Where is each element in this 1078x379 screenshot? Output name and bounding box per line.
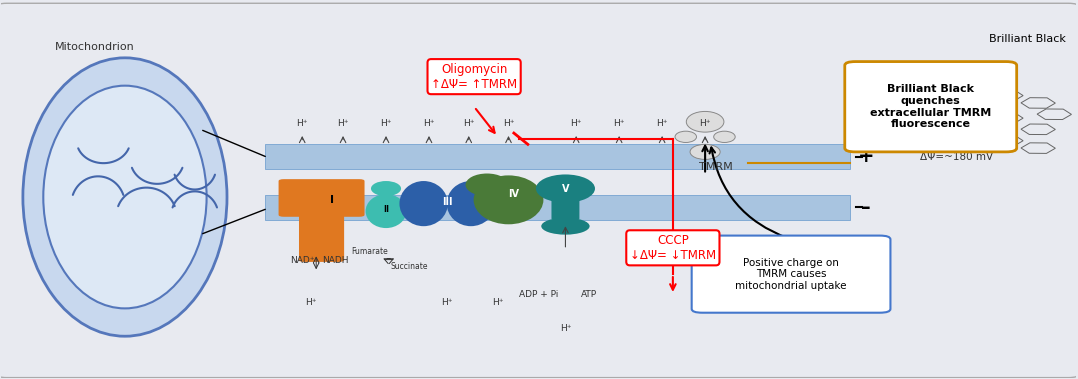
Text: H⁺: H⁺ xyxy=(613,119,625,128)
Text: NADH: NADH xyxy=(322,257,349,265)
FancyBboxPatch shape xyxy=(264,195,851,219)
Text: Brilliant Black
quenches
extracellular TMRM
fluorescence: Brilliant Black quenches extracellular T… xyxy=(870,85,992,129)
Text: TMRM: TMRM xyxy=(699,162,733,172)
FancyBboxPatch shape xyxy=(278,179,364,217)
Ellipse shape xyxy=(466,174,509,196)
Text: Positive charge on
TMRM causes
mitochondrial uptake: Positive charge on TMRM causes mitochond… xyxy=(735,258,847,291)
Text: H⁺: H⁺ xyxy=(559,324,571,333)
FancyBboxPatch shape xyxy=(0,3,1078,377)
Text: H⁺: H⁺ xyxy=(462,119,474,128)
Ellipse shape xyxy=(400,181,447,226)
Text: I: I xyxy=(330,195,334,205)
Ellipse shape xyxy=(43,86,207,309)
Ellipse shape xyxy=(371,181,401,196)
Text: H⁺: H⁺ xyxy=(424,119,434,128)
Text: H⁺: H⁺ xyxy=(442,298,453,307)
FancyBboxPatch shape xyxy=(552,184,579,220)
Text: H⁺: H⁺ xyxy=(570,119,582,128)
Text: H⁺: H⁺ xyxy=(337,119,349,128)
Text: Succinate: Succinate xyxy=(391,262,428,271)
FancyBboxPatch shape xyxy=(845,61,1017,152)
Text: H⁺: H⁺ xyxy=(296,119,308,128)
Ellipse shape xyxy=(675,131,696,143)
FancyBboxPatch shape xyxy=(692,236,890,313)
Text: CCCP
↓ΔΨ= ↓TMRM: CCCP ↓ΔΨ= ↓TMRM xyxy=(630,234,716,262)
Text: H⁺: H⁺ xyxy=(305,298,317,307)
FancyBboxPatch shape xyxy=(264,144,851,169)
Text: H⁺: H⁺ xyxy=(381,119,391,128)
Text: +: + xyxy=(858,147,874,166)
Text: ADP + Pi: ADP + Pi xyxy=(519,290,558,299)
Ellipse shape xyxy=(23,58,227,336)
Text: IV: IV xyxy=(509,189,520,199)
Text: ATP: ATP xyxy=(581,290,597,299)
Text: Mitochondrion: Mitochondrion xyxy=(55,42,135,52)
Ellipse shape xyxy=(536,174,595,203)
Text: Brilliant Black: Brilliant Black xyxy=(989,34,1066,44)
Ellipse shape xyxy=(687,111,724,132)
Ellipse shape xyxy=(541,218,590,235)
Ellipse shape xyxy=(446,181,495,226)
Text: Oligomycin
↑ΔΨ= ↑TMRM: Oligomycin ↑ΔΨ= ↑TMRM xyxy=(431,63,517,91)
Ellipse shape xyxy=(714,131,735,143)
Text: NAD⁺: NAD⁺ xyxy=(290,257,315,265)
Text: H⁺: H⁺ xyxy=(502,119,514,128)
Ellipse shape xyxy=(690,144,720,160)
Ellipse shape xyxy=(365,194,406,228)
Text: –: – xyxy=(861,198,871,217)
Text: II: II xyxy=(383,205,389,214)
Text: H⁺: H⁺ xyxy=(657,119,668,128)
Ellipse shape xyxy=(473,175,543,224)
Text: Fumarate: Fumarate xyxy=(351,247,388,256)
Text: III: III xyxy=(442,197,453,207)
Text: V: V xyxy=(562,183,569,194)
Text: ΔΨ=~180 mV: ΔΨ=~180 mV xyxy=(920,152,993,161)
Text: H⁺: H⁺ xyxy=(700,119,710,128)
Text: H⁺: H⁺ xyxy=(492,298,503,307)
FancyBboxPatch shape xyxy=(299,205,344,262)
